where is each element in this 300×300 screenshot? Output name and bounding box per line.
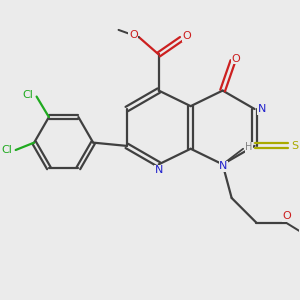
- Text: H: H: [245, 142, 253, 152]
- Text: O: O: [282, 211, 291, 221]
- Text: O: O: [183, 32, 191, 41]
- Text: O: O: [232, 54, 241, 64]
- Text: N: N: [219, 161, 228, 171]
- Text: N: N: [258, 104, 266, 114]
- Text: Cl: Cl: [22, 90, 33, 100]
- Text: N: N: [154, 166, 163, 176]
- Text: S: S: [291, 141, 298, 151]
- Text: O: O: [129, 30, 138, 40]
- Text: Cl: Cl: [1, 145, 12, 155]
